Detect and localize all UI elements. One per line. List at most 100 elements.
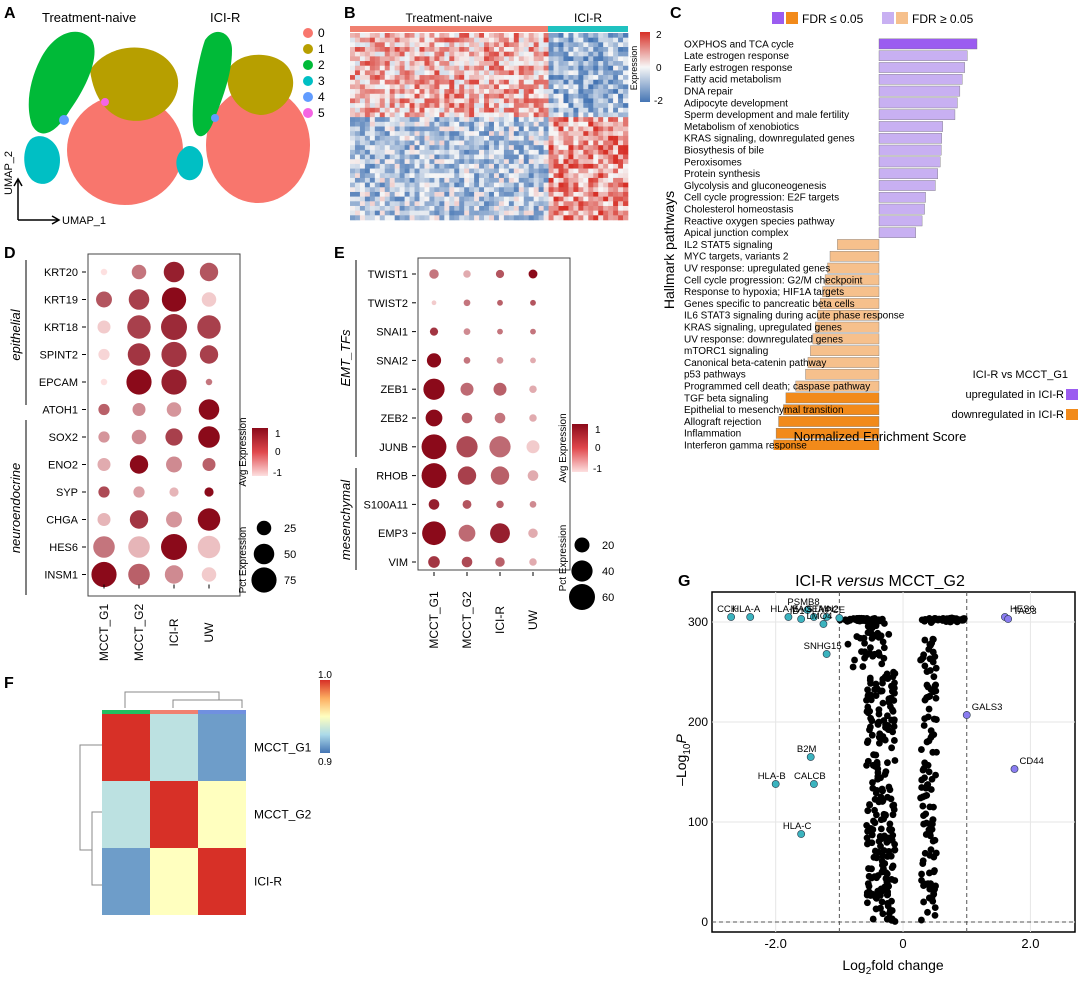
heatmap-cell xyxy=(350,168,356,174)
heatmap-cell xyxy=(454,215,460,221)
heatmap-cell xyxy=(578,51,584,57)
heatmap-cell xyxy=(469,33,475,38)
volcano-point xyxy=(926,692,934,700)
heatmap-cell xyxy=(419,79,425,85)
heatmap-cell xyxy=(404,159,410,165)
heatmap-cell xyxy=(518,196,525,202)
heatmap-cell xyxy=(364,201,371,207)
heatmap-cell xyxy=(608,75,614,81)
heatmap-cell xyxy=(439,107,445,113)
heatmap-cell xyxy=(618,173,624,179)
heatmap-cell xyxy=(613,159,619,165)
heatmap-cell xyxy=(444,121,450,127)
heatmap-cell xyxy=(434,215,440,221)
umap-title-naive: Treatment-naive xyxy=(42,10,136,25)
heatmap-cell xyxy=(513,89,520,95)
dotplot-dot xyxy=(100,268,108,276)
heatmap-cell xyxy=(533,177,539,183)
heatmap-cell xyxy=(618,117,624,123)
heatmap-cell xyxy=(618,61,624,67)
heatmap-cell xyxy=(439,121,445,127)
heatmap-cell xyxy=(528,168,534,174)
heatmap-cell xyxy=(394,56,400,62)
heatmap-cell xyxy=(518,177,525,183)
heatmap-cell xyxy=(613,126,619,132)
heatmap-cell xyxy=(538,131,544,137)
heatmap-cell xyxy=(434,75,440,81)
heatmap-cell xyxy=(583,112,589,118)
dotplot-dot xyxy=(131,429,147,445)
heatmap-cell xyxy=(498,201,505,207)
heatmap-cell xyxy=(598,84,604,90)
volcano-point xyxy=(879,679,886,687)
volcano-point xyxy=(873,894,880,902)
heatmap-cell xyxy=(369,47,376,52)
heatmap-cell xyxy=(429,187,435,193)
heatmap-cell xyxy=(399,191,405,197)
heatmap-cell xyxy=(593,37,599,43)
heatmap-cell xyxy=(484,191,490,197)
dotplot-dot xyxy=(98,431,110,443)
heatmap-cell xyxy=(384,154,391,160)
heatmap-cell xyxy=(508,98,515,104)
volcano-xtick-label: 2.0 xyxy=(1021,936,1039,951)
dotplot-dot xyxy=(529,414,537,422)
expression-tick-lo: -2 xyxy=(654,96,663,107)
heatmap-cell xyxy=(389,117,395,123)
heatmap-cell xyxy=(439,159,445,165)
heatmap-cell xyxy=(464,37,470,43)
heatmap-cell xyxy=(350,126,356,132)
heatmap-cell xyxy=(474,56,480,62)
heatmap-cell xyxy=(464,182,470,188)
heatmap-cell xyxy=(364,135,371,141)
heatmap-cell xyxy=(379,159,386,165)
heatmap-cell xyxy=(409,135,415,141)
dotplot-dot xyxy=(98,486,110,498)
heatmap-cell xyxy=(563,47,569,52)
heatmap-cell xyxy=(583,70,589,76)
volcano-point xyxy=(930,715,938,723)
umap-legend-swatch xyxy=(303,60,313,70)
heatmap-cell xyxy=(384,163,391,169)
heatmap-cell xyxy=(394,149,400,155)
heatmap-cell xyxy=(563,61,569,67)
group-neuroendocrine: neuroendocrine xyxy=(8,463,23,553)
heatmap-cell xyxy=(469,42,475,48)
heatmap-cell xyxy=(548,56,554,62)
heatmap-cell xyxy=(573,65,579,71)
heatmap-cell xyxy=(573,51,579,57)
heatmap-cell xyxy=(593,75,599,81)
heatmap-cell xyxy=(508,149,515,155)
heatmap-cell xyxy=(548,117,554,123)
heatmap-cell xyxy=(444,210,450,216)
heatmap-cell xyxy=(608,182,614,188)
dotplot-dot xyxy=(98,348,110,361)
heatmap-cell xyxy=(489,191,495,197)
heatmap-cell xyxy=(598,107,604,113)
heatmap-cell xyxy=(429,182,435,188)
heatmap-cell xyxy=(479,65,485,71)
heatmap-cell xyxy=(623,215,629,221)
heatmap-cell xyxy=(369,187,376,193)
heatmap-cell xyxy=(578,107,584,113)
heatmap-cell xyxy=(479,215,485,221)
volcano-point xyxy=(869,615,877,623)
heatmap-cell xyxy=(508,177,515,183)
heatmap-cell xyxy=(588,56,594,62)
panel-c-label: C xyxy=(670,5,682,22)
heatmap-cell xyxy=(538,145,544,151)
heatmap-cell xyxy=(374,215,381,221)
heatmap-cell xyxy=(389,56,395,62)
heatmap-cell xyxy=(538,215,544,221)
heatmap-cell xyxy=(538,61,544,67)
heatmap-cell xyxy=(623,84,629,90)
heatmap-cell xyxy=(384,182,391,188)
heatmap-cell xyxy=(404,182,410,188)
pct-size-label: 50 xyxy=(284,549,296,561)
heatmap-cell xyxy=(459,187,465,193)
heatmap-cell xyxy=(359,89,366,95)
heatmap-cell xyxy=(389,112,395,118)
heatmap-cell xyxy=(613,56,619,62)
heatmap-cell xyxy=(464,121,470,127)
heatmap-cell xyxy=(558,210,564,216)
